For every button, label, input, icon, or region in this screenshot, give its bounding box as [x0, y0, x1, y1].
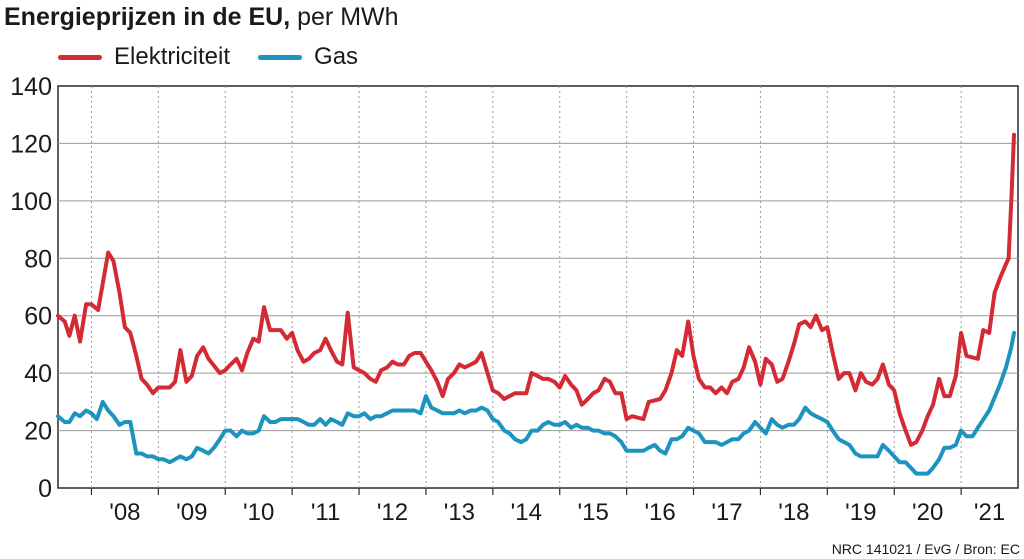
legend-item-elektriciteit: Elektriciteit — [58, 43, 230, 71]
chart-title-main: Energieprijzen in de EU, — [4, 3, 291, 31]
source-credit: NRC 141021 / EvG / Bron: EC — [831, 541, 1020, 557]
x-tick-label: '14 — [511, 499, 542, 526]
y-tick-label: 40 — [24, 360, 52, 388]
y-tick-label: 140 — [10, 73, 52, 101]
x-tick-label: '13 — [444, 499, 475, 526]
legend-item-gas: Gas — [258, 43, 358, 71]
series-line-elektriciteit — [56, 132, 1016, 447]
x-tick-label: '20 — [912, 499, 943, 526]
series-line-gas — [56, 330, 1016, 476]
y-tick-label: 0 — [38, 475, 52, 503]
legend-label-gas: Gas — [314, 43, 359, 70]
x-tick-label: '11 — [311, 499, 341, 526]
y-tick-label: 80 — [24, 245, 52, 273]
y-tick-label: 60 — [24, 303, 52, 331]
y-tick-label: 100 — [10, 188, 52, 216]
x-tick-label: '19 — [845, 499, 876, 526]
chart-title: Energieprijzen in de EU, per MWh — [4, 2, 399, 32]
legend-swatch-elektriciteit — [58, 54, 102, 60]
x-tick-label: '09 — [176, 499, 207, 526]
plot-area-frame — [57, 85, 1019, 489]
chart-legend: Elektriciteit Gas — [58, 42, 386, 72]
legend-label-elektriciteit: Elektriciteit — [114, 43, 231, 70]
x-tick-label: '17 — [711, 499, 742, 526]
x-tick-label: '15 — [578, 499, 609, 526]
y-tick-label: 120 — [10, 130, 52, 158]
chart-title-unit: per MWh — [290, 3, 399, 31]
x-tick-label: '12 — [377, 499, 408, 526]
x-tick-label: '16 — [644, 499, 675, 526]
x-tick-label: '10 — [243, 499, 274, 526]
y-tick-label: 20 — [24, 418, 52, 446]
legend-swatch-gas — [258, 54, 303, 60]
x-tick-label: '18 — [778, 499, 809, 526]
x-tick-label: '21 — [974, 499, 1005, 526]
x-tick-label: '08 — [109, 499, 140, 526]
